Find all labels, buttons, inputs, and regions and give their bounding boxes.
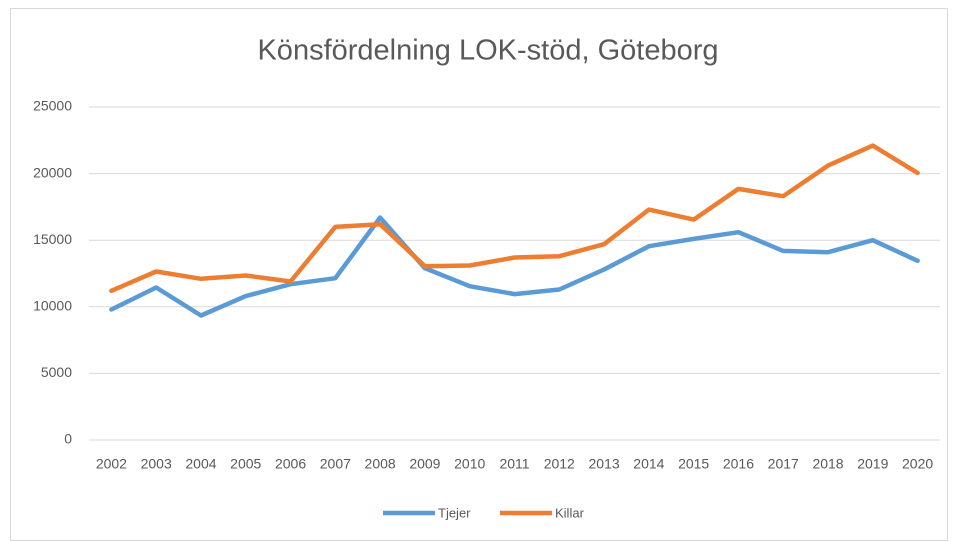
x-tick-label: 2004 [185,456,216,472]
y-tick-label: 10000 [33,298,72,314]
x-tick-label: 2014 [633,456,664,472]
legend-label: Tjejer [438,505,471,520]
x-tick-label: 2006 [275,456,306,472]
series-line [109,143,920,294]
y-tick-label: 25000 [33,98,72,114]
legend-label: Killar [555,505,585,520]
y-tick-label: 0 [64,431,72,447]
chart-title: Könsfördelning LOK-stöd, Göteborg [257,35,718,67]
x-tick-label: 2018 [812,456,843,472]
x-tick-label: 2017 [768,456,799,472]
x-tick-label: 2002 [96,456,127,472]
x-tick-label: 2011 [499,456,529,472]
x-tick-label: 2008 [365,456,396,472]
series-line [109,215,920,318]
x-tick-label: 2015 [678,456,709,472]
x-tick-label: 2009 [409,456,440,472]
x-tick-label: 2010 [454,456,485,472]
x-tick-label: 2012 [544,456,575,472]
y-tick-label: 15000 [33,231,72,247]
x-tick-label: 2003 [141,456,172,472]
x-tick-label: 2019 [857,456,888,472]
x-tick-label: 2013 [589,456,620,472]
x-tick-label: 2020 [902,456,933,472]
x-tick-label: 2005 [230,456,261,472]
x-tick-label: 2016 [723,456,754,472]
y-tick-label: 20000 [33,164,72,180]
x-tick-label: 2007 [320,456,351,472]
y-tick-label: 5000 [41,364,72,380]
